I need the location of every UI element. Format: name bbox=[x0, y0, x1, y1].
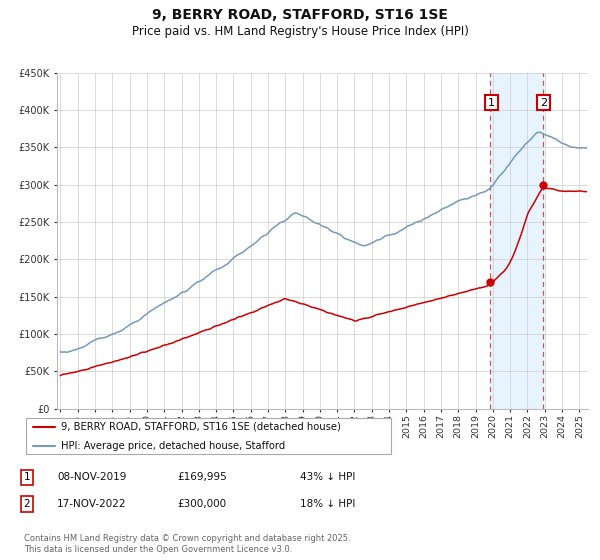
Text: 17-NOV-2022: 17-NOV-2022 bbox=[57, 499, 127, 509]
FancyBboxPatch shape bbox=[26, 418, 391, 454]
Text: £169,995: £169,995 bbox=[177, 472, 227, 482]
Text: Price paid vs. HM Land Registry's House Price Index (HPI): Price paid vs. HM Land Registry's House … bbox=[131, 25, 469, 38]
Text: HPI: Average price, detached house, Stafford: HPI: Average price, detached house, Staf… bbox=[61, 441, 285, 450]
Text: £300,000: £300,000 bbox=[177, 499, 226, 509]
Text: Contains HM Land Registry data © Crown copyright and database right 2025.
This d: Contains HM Land Registry data © Crown c… bbox=[24, 534, 350, 554]
Text: 08-NOV-2019: 08-NOV-2019 bbox=[57, 472, 127, 482]
Text: 1: 1 bbox=[23, 472, 31, 482]
Text: 1: 1 bbox=[488, 97, 495, 108]
Text: 2: 2 bbox=[540, 97, 547, 108]
Text: 43% ↓ HPI: 43% ↓ HPI bbox=[300, 472, 355, 482]
Text: 9, BERRY ROAD, STAFFORD, ST16 1SE: 9, BERRY ROAD, STAFFORD, ST16 1SE bbox=[152, 8, 448, 22]
Text: 2: 2 bbox=[23, 499, 31, 509]
Text: 18% ↓ HPI: 18% ↓ HPI bbox=[300, 499, 355, 509]
Bar bbox=[490, 73, 542, 409]
Text: 9, BERRY ROAD, STAFFORD, ST16 1SE (detached house): 9, BERRY ROAD, STAFFORD, ST16 1SE (detac… bbox=[61, 422, 341, 432]
